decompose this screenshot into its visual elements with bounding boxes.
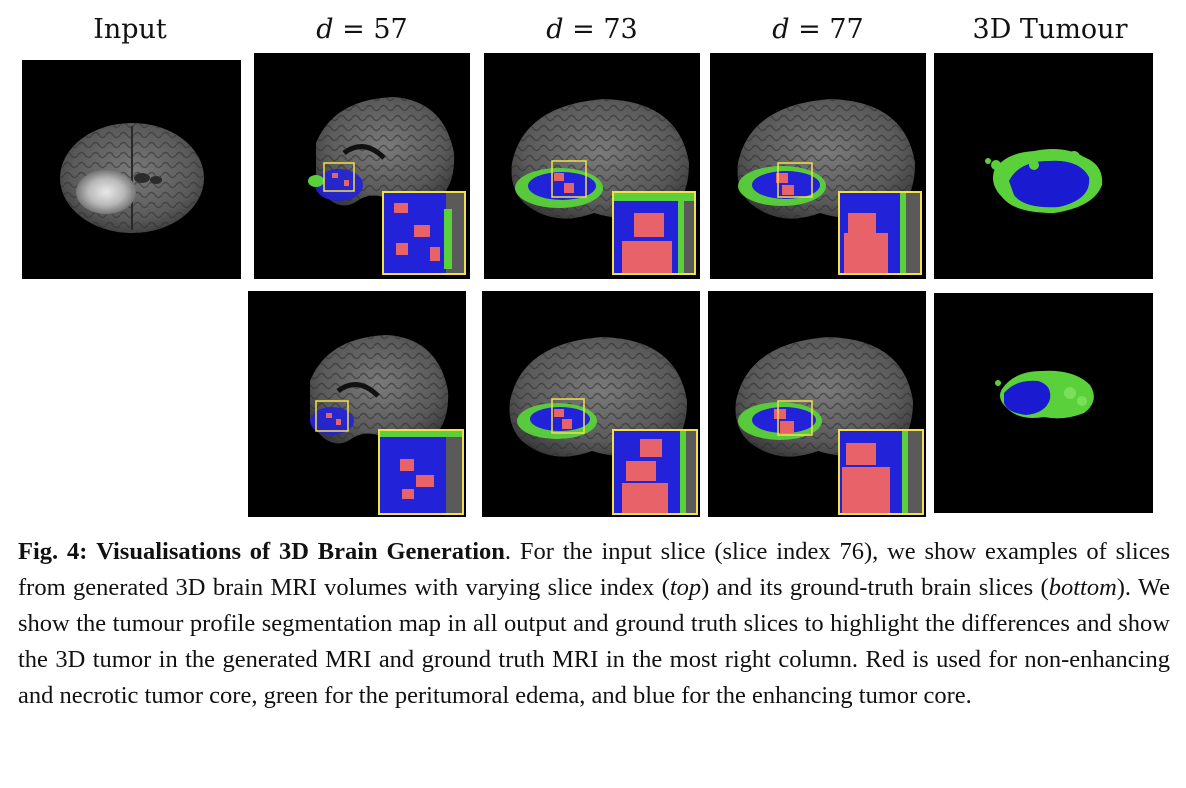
caption-text-2: ) and its ground-truth brain slices ( bbox=[701, 574, 1049, 601]
caption-text-3: ). We show the tumour profile segmentati… bbox=[18, 574, 1170, 709]
ground-truth-slice-d57 bbox=[248, 291, 466, 517]
column-header-var: d bbox=[772, 14, 790, 45]
generated-3d-tumour bbox=[934, 53, 1153, 279]
generated-slice-d73 bbox=[484, 53, 700, 279]
column-header-value: 77 bbox=[829, 14, 864, 45]
figure-title: Visualisations of 3D Brain Generation bbox=[96, 538, 505, 565]
caption-top: top bbox=[669, 574, 702, 601]
ground-truth-slice-d77 bbox=[708, 291, 926, 517]
figure-label: Fig. 4: bbox=[18, 538, 88, 565]
generated-slice-d57 bbox=[254, 53, 470, 279]
column-header-text: 3D Tumour bbox=[972, 14, 1128, 45]
zoom-inset bbox=[612, 191, 696, 275]
zoom-inset bbox=[382, 191, 466, 275]
ground-truth-slice-d73 bbox=[482, 291, 700, 517]
column-header-d73: d = 73 bbox=[522, 14, 662, 45]
column-header-value: 73 bbox=[603, 14, 638, 45]
column-header-text: Input bbox=[93, 14, 167, 45]
zoom-inset bbox=[378, 429, 464, 515]
caption-bottom: bottom bbox=[1048, 574, 1117, 601]
column-header-input: Input bbox=[60, 14, 200, 45]
column-header-value: 57 bbox=[373, 14, 408, 45]
column-header-3d-tumour: 3D Tumour bbox=[950, 14, 1150, 45]
input-slice-image bbox=[22, 60, 241, 279]
zoom-inset bbox=[838, 191, 922, 275]
figure-caption: Fig. 4: Visualisations of 3D Brain Gener… bbox=[18, 534, 1170, 714]
column-header-d57: d = 57 bbox=[292, 14, 432, 45]
zoom-inset bbox=[612, 429, 698, 515]
column-header-eq: = bbox=[789, 14, 830, 45]
column-header-var: d bbox=[316, 14, 334, 45]
zoom-inset bbox=[838, 429, 924, 515]
caption-text-1: . For the input slice (slice index 76), … bbox=[18, 538, 1171, 601]
ground-truth-3d-tumour bbox=[934, 293, 1153, 513]
column-header-d77: d = 77 bbox=[748, 14, 888, 45]
column-header-eq: = bbox=[333, 14, 374, 45]
column-header-var: d bbox=[546, 14, 564, 45]
generated-slice-d77 bbox=[710, 53, 926, 279]
column-header-eq: = bbox=[563, 14, 604, 45]
